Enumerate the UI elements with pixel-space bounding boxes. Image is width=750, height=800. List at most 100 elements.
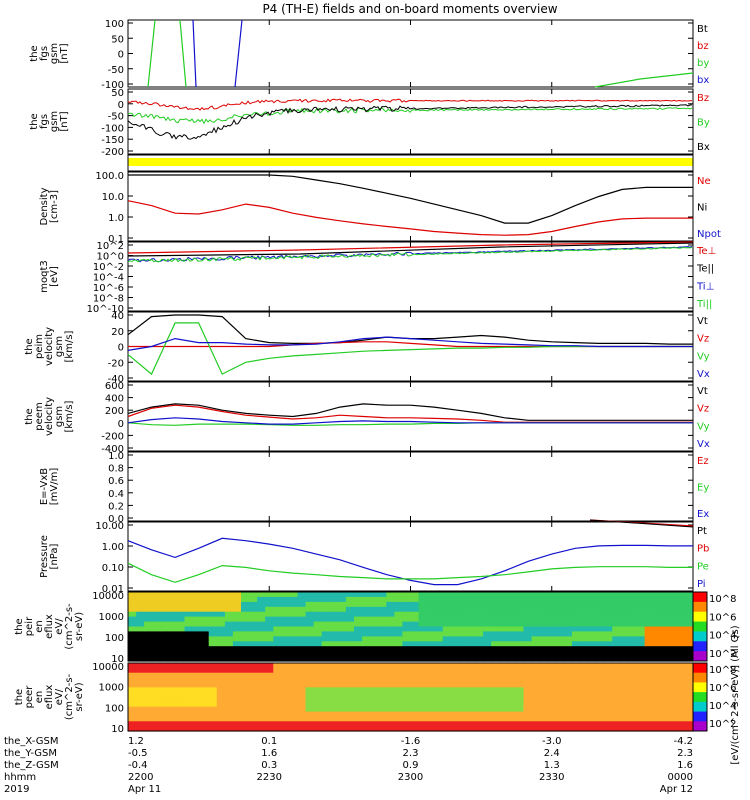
spectro-cell [653,646,662,652]
spectro-cell [322,702,331,708]
x-tick-value: 0000 [668,772,693,783]
spectro-cell [370,716,379,722]
spectro-cell [176,697,185,703]
spectro-cell [580,651,589,657]
spectro-cell [435,673,444,679]
spectro-cell [483,612,492,618]
panels-layer: 100500-50-100the fgs gsm [nT]Btbzbybx500-50… [4,19,741,795]
spectro-cell [427,636,436,642]
spectro-cell [475,678,484,684]
spectro-cell [185,617,194,623]
spectro-cell [217,631,226,637]
spectro-cell [289,697,298,703]
y-tick-label: 10^0 [97,252,124,263]
spectro-cell [152,617,161,623]
spectro-cell [386,712,395,718]
spectro-cell [152,651,161,657]
spectro-cell [386,627,395,633]
spectro-cell [564,702,573,708]
spectro-cell [185,707,194,713]
spectro-cell [515,597,524,603]
spectro-cell [330,668,339,674]
spectro-cell [289,678,298,684]
spectro-cell [564,612,573,618]
spectro-cell [653,687,662,693]
spectro-cell [298,712,307,718]
spectro-cell [394,641,403,647]
spectro-cell [273,636,282,642]
spectro-cell [136,607,145,613]
spectro-cell [354,673,363,679]
spectro-cell [628,627,637,633]
spectro-cell [152,721,161,727]
spectro-cell [669,692,678,698]
spectro-cell [515,622,524,628]
spectro-cell [524,627,533,633]
spectro-cell [499,716,508,722]
spectro-cell [354,622,363,628]
spectro-cell [314,663,323,669]
spectro-cell [289,627,298,633]
spectro-cell [386,707,395,713]
spectro-cell [604,702,613,708]
spectro-cell [257,641,266,647]
spectro-cell [185,678,194,684]
spectro-cell [346,627,355,633]
spectro-cell [411,682,420,688]
spectro-cell [386,602,395,608]
spectro-cell [338,592,347,598]
spectro-cell [475,682,484,688]
spectro-cell [394,692,403,698]
spectro-cell [136,687,145,693]
x-tick-value: 2300 [398,772,423,783]
spectro-cell [685,712,694,718]
spectro-cell [362,651,371,657]
spectro-cell [435,716,444,722]
spectro-cell [354,646,363,652]
spectro-cell [661,612,670,618]
spectro-cell [249,682,258,688]
spectro-cell [419,692,428,698]
spectro-cell [185,607,194,613]
spectro-cell [467,702,476,708]
spectro-cell [499,673,508,679]
spectro-cell [298,622,307,628]
spectro-cell [402,607,411,613]
spectro-cell [564,622,573,628]
spectro-cell [491,692,500,698]
spectro-cell [346,646,355,652]
spectro-cell [273,646,282,652]
y-tick-label: -20 [108,358,124,369]
spectro-cell [572,678,581,684]
spectro-cell [451,607,460,613]
spectro-cell [209,692,218,698]
x-tick-value: 2.3 [403,748,419,759]
spectro-cell [564,617,573,623]
spectro-cell [322,712,331,718]
spectro-cell [273,721,282,727]
colorbar-swatch [693,612,707,622]
spectro-cell [467,607,476,613]
spectro-cell [572,597,581,603]
spectro-cell [467,668,476,674]
spectro-cell [273,612,282,618]
spectro-cell [612,622,621,628]
spectro-cell [378,617,387,623]
spectro-cell [685,636,694,642]
spectro-cell [257,682,266,688]
spectro-cell [217,617,226,623]
spectro-cell [322,692,331,698]
spectro-cell [653,697,662,703]
spectro-cell [540,627,549,633]
spectro-cell [378,716,387,722]
spectro-cell [588,692,597,698]
spectro-cell [596,678,605,684]
y-tick-label: 10^-6 [93,283,124,294]
spectro-cell [362,592,371,598]
spectro-cell [314,716,323,722]
spectro-cell [524,602,533,608]
spectro-cell [265,678,274,684]
spectro-cell [257,663,266,669]
spectro-cell [209,716,218,722]
spectro-cell [669,612,678,618]
